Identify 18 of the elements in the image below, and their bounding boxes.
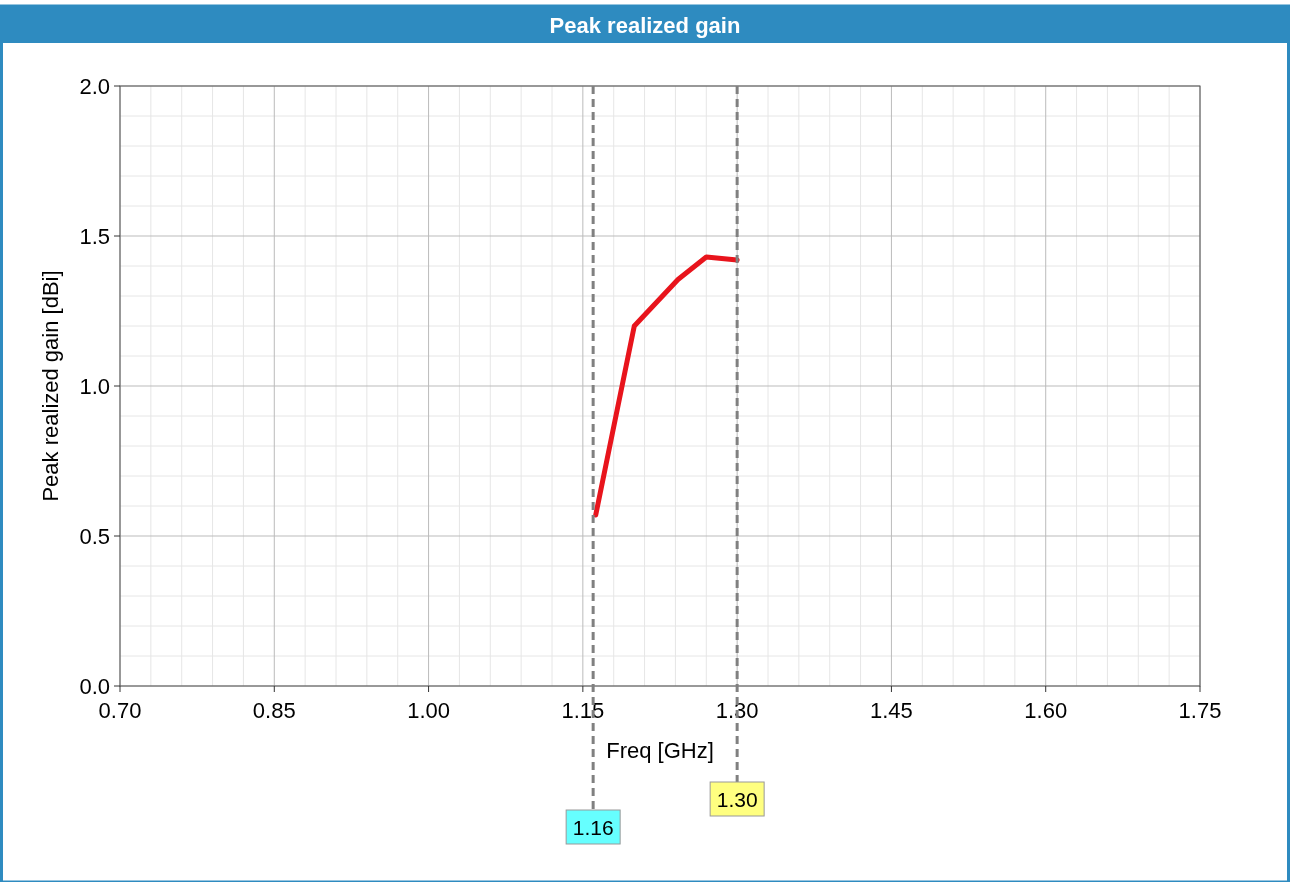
x-axis-title: Freq [GHz] <box>606 738 714 763</box>
y-tick-label: 2.0 <box>79 74 110 99</box>
x-tick-label: 1.45 <box>870 698 913 723</box>
x-tick-label: 1.30 <box>715 698 759 723</box>
y-tick-label: 0.5 <box>79 524 110 549</box>
x-tick-label: 1.60 <box>1024 698 1068 723</box>
y-tick-label: 1.0 <box>79 374 110 399</box>
y-axis-title: Peak realized gain [dBi] <box>38 270 63 502</box>
x-tick-label: 1.75 <box>1178 698 1222 723</box>
x-tick-label: 0.70 <box>98 698 142 723</box>
ref-line-label: 1.30 <box>716 788 758 811</box>
y-tick-label: 0.0 <box>79 674 110 699</box>
ref-line-label: 1.16 <box>572 816 614 839</box>
chart-title: Peak realized gain <box>549 13 741 38</box>
x-tick-label: 1.00 <box>407 698 450 723</box>
y-tick-label: 1.5 <box>79 224 110 249</box>
x-tick-label: 1.15 <box>561 698 605 723</box>
x-tick-label: 0.85 <box>252 698 296 723</box>
